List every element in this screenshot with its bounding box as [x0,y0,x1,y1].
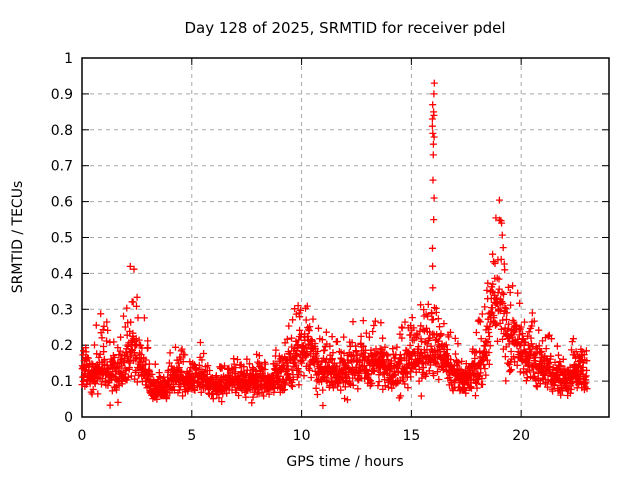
chart-title: Day 128 of 2025, SRMTID for receiver pde… [184,19,505,37]
y-tick-label: 0.7 [51,159,73,175]
y-tick-label: 0.2 [51,338,73,354]
x-tick-labels: 0 5 10 15 20 [78,428,531,444]
y-tick-label: 0.5 [51,231,73,247]
y-tick-label: 1 [64,51,73,67]
y-tick-label: 0.9 [51,87,73,103]
y-tick-label: 0.3 [51,302,73,318]
y-axis-label: SRMTID / TECUs [10,181,26,294]
y-tick-label: 0.6 [51,195,73,211]
y-tick-label: 0.4 [51,266,73,282]
y-tick-labels: 0 0.1 0.2 0.3 0.4 0.5 0.6 0.7 0.8 0.9 1 [51,51,73,426]
x-tick-label: 20 [512,428,530,444]
x-tick-label: 5 [187,428,196,444]
x-tick-label: 15 [402,428,420,444]
scatter-points [78,79,591,409]
x-tick-label: 10 [293,428,311,444]
x-axis-label: GPS time / hours [286,454,403,470]
y-tick-label: 0 [64,410,73,426]
data-points [78,79,591,409]
y-tick-label: 0.8 [51,123,73,139]
x-tick-label: 0 [78,428,87,444]
y-tick-label: 0.1 [51,374,73,390]
